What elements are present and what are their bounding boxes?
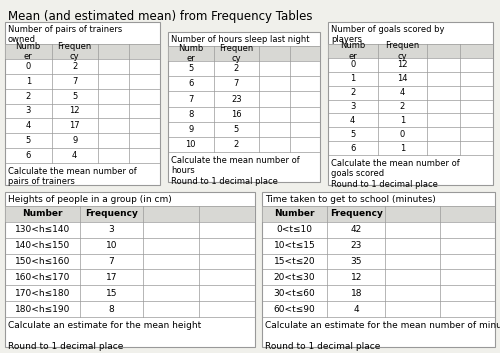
Text: Numb
er: Numb er xyxy=(16,42,41,61)
Text: Number: Number xyxy=(274,209,315,219)
Text: 60<t≤90: 60<t≤90 xyxy=(274,305,316,313)
Text: 0: 0 xyxy=(350,60,356,69)
Text: 6: 6 xyxy=(26,151,31,160)
Bar xyxy=(168,32,320,182)
Bar xyxy=(328,44,493,58)
Text: 17: 17 xyxy=(106,273,117,282)
Text: 7: 7 xyxy=(108,257,114,266)
Text: Frequen
cy: Frequen cy xyxy=(385,41,420,61)
Text: Number of hours sleep last night: Number of hours sleep last night xyxy=(171,35,310,44)
Text: 7: 7 xyxy=(234,79,239,88)
Bar xyxy=(5,44,160,59)
Text: 6: 6 xyxy=(350,144,356,152)
Text: 180<h≤190: 180<h≤190 xyxy=(15,305,70,313)
Bar xyxy=(5,192,255,347)
Text: 2: 2 xyxy=(72,62,78,71)
Bar xyxy=(262,206,495,222)
Text: 12: 12 xyxy=(397,60,407,69)
Text: 20<t≤30: 20<t≤30 xyxy=(274,273,316,282)
Text: 12: 12 xyxy=(70,107,80,115)
Text: 15<t≤20: 15<t≤20 xyxy=(274,257,316,266)
Text: 7: 7 xyxy=(72,77,78,86)
Text: 0: 0 xyxy=(26,62,31,71)
Text: Time taken to get to school (minutes): Time taken to get to school (minutes) xyxy=(265,195,436,204)
Text: Frequen
cy: Frequen cy xyxy=(58,42,92,61)
Text: Number of goals scored by
players: Number of goals scored by players xyxy=(331,25,444,44)
Text: 3: 3 xyxy=(26,107,31,115)
Text: 9: 9 xyxy=(188,125,194,134)
Text: 3: 3 xyxy=(350,102,356,111)
Text: 4: 4 xyxy=(72,151,78,160)
Text: 5: 5 xyxy=(26,136,31,145)
Text: 5: 5 xyxy=(72,91,78,101)
Text: 140<h≤150: 140<h≤150 xyxy=(15,241,70,250)
Text: 0: 0 xyxy=(400,130,405,139)
Text: 10<t≤15: 10<t≤15 xyxy=(274,241,316,250)
Bar xyxy=(5,22,160,185)
Text: 10: 10 xyxy=(186,140,196,149)
Text: Number: Number xyxy=(22,209,63,219)
Text: 2: 2 xyxy=(26,91,31,101)
Text: 3: 3 xyxy=(108,225,114,234)
Text: 4: 4 xyxy=(400,88,405,97)
Bar xyxy=(5,206,255,222)
Text: 8: 8 xyxy=(108,305,114,313)
Text: 6: 6 xyxy=(188,79,194,88)
Text: 8: 8 xyxy=(188,110,194,119)
Text: Frequen
cy: Frequen cy xyxy=(220,44,254,63)
Text: Mean (and estimated mean) from Frequency Tables: Mean (and estimated mean) from Frequency… xyxy=(8,10,312,23)
Text: Calculate the mean number of
hours
Round to 1 decimal place: Calculate the mean number of hours Round… xyxy=(171,156,300,186)
Text: 1: 1 xyxy=(400,116,405,125)
Text: 16: 16 xyxy=(231,110,241,119)
Text: 14: 14 xyxy=(397,74,407,83)
Text: 23: 23 xyxy=(231,95,241,103)
Text: 0<t≤10: 0<t≤10 xyxy=(276,225,312,234)
Text: Numb
er: Numb er xyxy=(340,41,365,61)
Bar xyxy=(262,192,495,347)
Text: Calculate the mean number of
goals scored
Round to 1 decimal place: Calculate the mean number of goals score… xyxy=(331,159,460,189)
Text: 9: 9 xyxy=(72,136,78,145)
Text: 1: 1 xyxy=(26,77,31,86)
Text: 10: 10 xyxy=(106,241,117,250)
Text: 2: 2 xyxy=(234,64,239,73)
Bar xyxy=(328,22,493,185)
Text: Heights of people in a group (in cm): Heights of people in a group (in cm) xyxy=(8,195,172,204)
Bar xyxy=(168,46,320,61)
Text: Numb
er: Numb er xyxy=(178,44,204,63)
Text: 130<h≤140: 130<h≤140 xyxy=(15,225,70,234)
Text: 4: 4 xyxy=(26,121,31,130)
Text: Frequency: Frequency xyxy=(85,209,138,219)
Text: 5: 5 xyxy=(234,125,239,134)
Text: 2: 2 xyxy=(234,140,239,149)
Text: 42: 42 xyxy=(350,225,362,234)
Text: Calculate the mean number of
pairs of trainers: Calculate the mean number of pairs of tr… xyxy=(8,167,137,186)
Text: 4: 4 xyxy=(354,305,359,313)
Text: 4: 4 xyxy=(350,116,356,125)
Text: 5: 5 xyxy=(350,130,356,139)
Text: 30<t≤60: 30<t≤60 xyxy=(274,289,316,298)
Text: 1: 1 xyxy=(350,74,356,83)
Text: 150<h≤160: 150<h≤160 xyxy=(15,257,70,266)
Text: 170<h≤180: 170<h≤180 xyxy=(15,289,70,298)
Text: Number of pairs of trainers
owned: Number of pairs of trainers owned xyxy=(8,25,122,44)
Text: 5: 5 xyxy=(188,64,194,73)
Text: 23: 23 xyxy=(350,241,362,250)
Text: Frequency: Frequency xyxy=(330,209,383,219)
Text: 35: 35 xyxy=(350,257,362,266)
Text: 2: 2 xyxy=(350,88,356,97)
Text: 1: 1 xyxy=(400,144,405,152)
Text: 2: 2 xyxy=(400,102,405,111)
Text: 18: 18 xyxy=(350,289,362,298)
Text: Calculate an estimate for the mean height

Round to 1 decimal place: Calculate an estimate for the mean heigh… xyxy=(8,321,201,351)
Text: 17: 17 xyxy=(70,121,80,130)
Text: 7: 7 xyxy=(188,95,194,103)
Text: 15: 15 xyxy=(106,289,117,298)
Text: Calculate an estimate for the mean number of minutes

Round to 1 decimal place: Calculate an estimate for the mean numbe… xyxy=(265,321,500,351)
Text: 160<h≤170: 160<h≤170 xyxy=(15,273,70,282)
Text: 12: 12 xyxy=(350,273,362,282)
